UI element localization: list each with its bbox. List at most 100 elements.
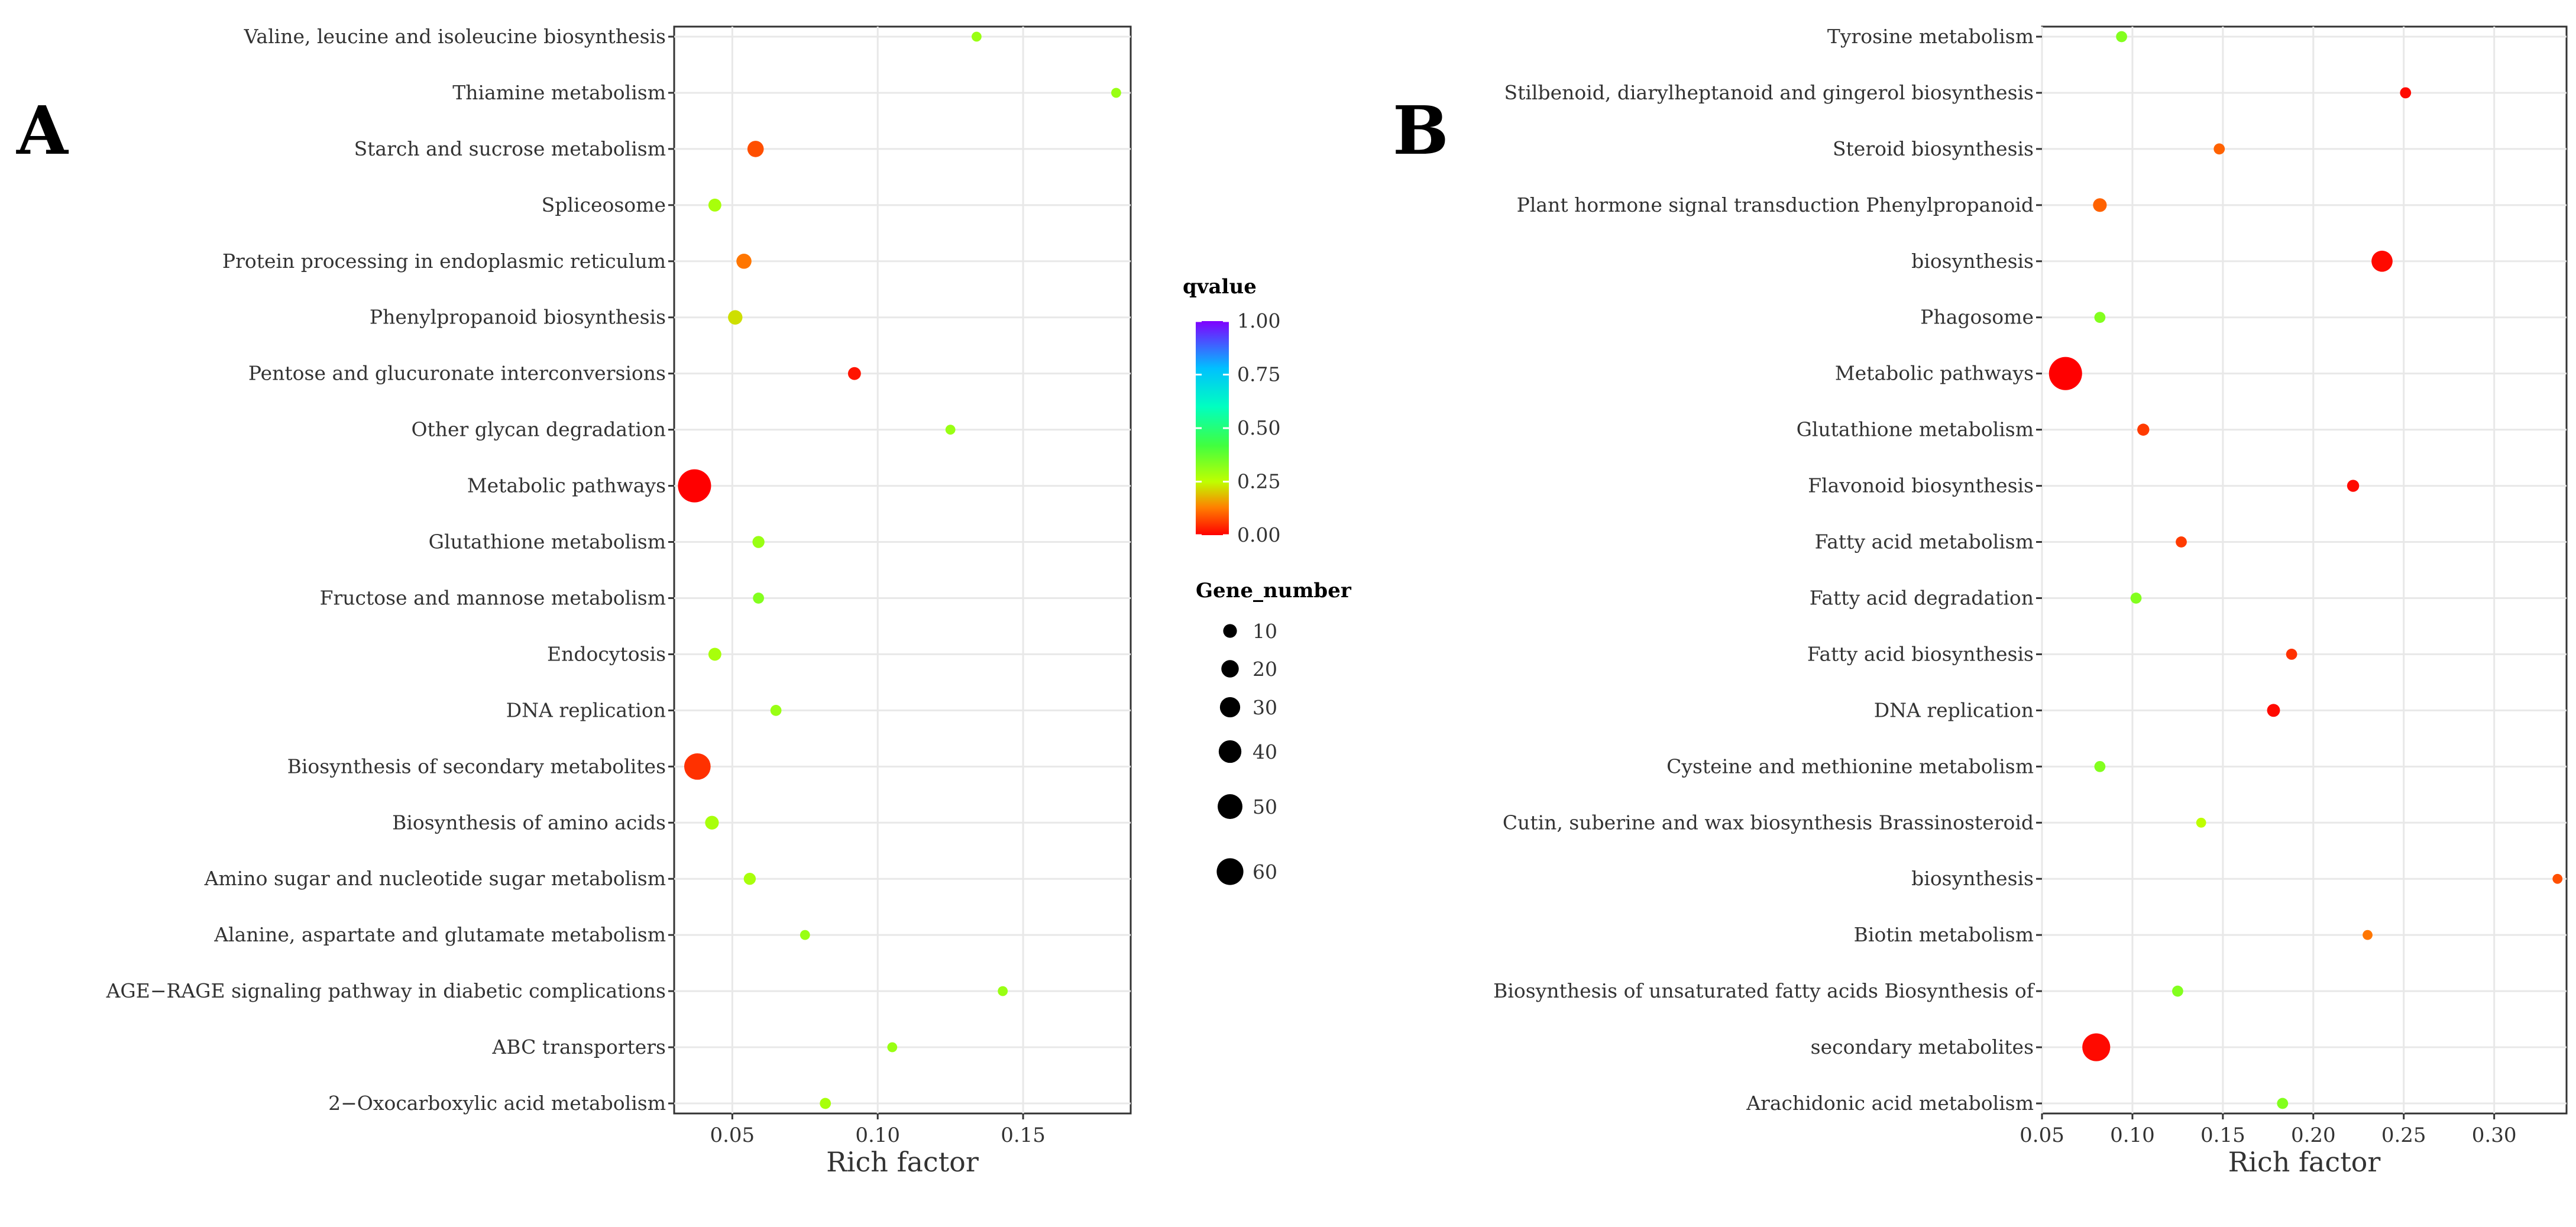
y-tick-label-starch-and-sucrose-metabolism: Starch and sucrose metabolism: [354, 137, 666, 160]
y-tick-label-secondary-metabolites: secondary metabolites: [1811, 1035, 2034, 1058]
x-axis-label: Rich factor: [826, 1146, 979, 1178]
y-tick-label-phenylpropanoid-biosynthesis: Phenylpropanoid biosynthesis: [370, 306, 666, 329]
x-tick-label: 0.10: [2110, 1124, 2155, 1147]
data-point-metabolic-pathways: [678, 469, 711, 503]
y-tick-label-2-oxocarboxylic-acid-metabolism: 2−Oxocarboxylic acid metabolism: [328, 1092, 666, 1115]
qvalue-tick-label: 0.25: [1237, 470, 1280, 493]
gene-size-label: 40: [1253, 740, 1277, 763]
y-tick-label-age-rage-signaling-pathway-in-diabetic-complications: AGE−RAGE signaling pathway in diabetic c…: [106, 979, 666, 1002]
panel-a: A 0.05 0.10 0.15 Rich factor Valine, leucine …: [16, 25, 1132, 1178]
data-point-2-oxocarboxylic-acid-metabolism: [820, 1097, 831, 1109]
gene-size-key-60: [1216, 858, 1244, 885]
x-tick-label: 0.15: [2200, 1124, 2245, 1147]
data-point-spliceosome: [708, 198, 721, 212]
data-point-dna-replication: [770, 704, 782, 716]
gene-size-label: 10: [1253, 620, 1277, 643]
gene-size-label: 20: [1253, 658, 1277, 681]
data-point-biosynthesis-of-unsaturated-fatty-acids-biosynthesis-of: [2172, 985, 2183, 997]
data-point-thiamine-metabolism: [1111, 88, 1121, 98]
y-tick-label-flavonoid-biosynthesis: Flavonoid biosynthesis: [1808, 474, 2034, 497]
x-tick-label: 0.05: [710, 1124, 755, 1147]
x-tick-label: 0.20: [2291, 1124, 2336, 1147]
y-tick-label-fructose-and-mannose-metabolism: Fructose and mannose metabolism: [320, 586, 666, 609]
y-tick-label-biotin-metabolism: Biotin metabolism: [1854, 923, 2034, 946]
plot-frame: [2041, 25, 2568, 1115]
data-point-stilbenoid-diarylheptanoid-and-gingerol-biosynthesis: [2400, 87, 2412, 99]
data-point-phagosome: [2094, 312, 2106, 323]
data-point-metabolic-pathways: [2048, 357, 2082, 390]
data-point-fatty-acid-metabolism: [2176, 536, 2187, 548]
legend: qvalue 1.00 0.75 0.50 0.25 0.00 Gene_number 10 2…: [1183, 275, 1352, 885]
data-point-fatty-acid-degradation: [2130, 593, 2142, 604]
y-tick-label-fatty-acid-metabolism: Fatty acid metabolism: [1815, 530, 2034, 553]
data-point-protein-processing-in-endoplasmic-reticulum: [736, 254, 752, 269]
y-tick-label-amino-sugar-and-nucleotide-sugar-metabolism: Amino sugar and nucleotide sugar metabol…: [204, 867, 666, 890]
x-axis-label: Rich factor: [2228, 1146, 2381, 1178]
panel-letter-a: A: [16, 92, 69, 170]
y-tick-label-cysteine-and-methionine-metabolism: Cysteine and methionine metabolism: [1666, 755, 2034, 778]
y-tick-label-alanine-aspartate-and-glutamate-metabolism: Alanine, aspartate and glutamate metabol…: [213, 923, 666, 946]
y-tick-label-biosynthesis: biosynthesis: [1911, 867, 2034, 890]
x-tick-label: 0.15: [1001, 1124, 1046, 1147]
data-point-pentose-and-glucuronate-interconversions: [847, 367, 861, 380]
y-tick-label-spliceosome: Spliceosome: [542, 193, 666, 216]
y-tick-label-glutathione-metabolism: Glutathione metabolism: [429, 530, 666, 553]
y-tick-label-fatty-acid-biosynthesis: Fatty acid biosynthesis: [1807, 642, 2034, 665]
data-point-arachidonic-acid-metabolism: [2277, 1097, 2289, 1109]
y-tick-label-dna-replication: DNA replication: [506, 698, 666, 721]
data-point-biosynthesis: [2552, 873, 2563, 884]
gene-size-key-30: [1219, 697, 1241, 718]
data-point-glutathione-metabolism: [2137, 423, 2150, 436]
qvalue-tick-label: 1.00: [1237, 309, 1280, 332]
data-point-cutin-suberine-and-wax-biosynthesis-brassinosteroid: [2196, 817, 2206, 828]
data-point-cysteine-and-methionine-metabolism: [2094, 760, 2106, 772]
x-tick-label: 0.25: [2381, 1124, 2426, 1147]
qvalue-tick-label: 0.00: [1237, 523, 1280, 546]
y-tick-label-plant-hormone-signal-transduction-phenylpropanoid: Plant hormone signal transduction Phenyl…: [1517, 193, 2034, 216]
y-tick-label-valine-leucine-and-isoleucine-biosynthesis: Valine, leucine and isoleucine biosynthe…: [244, 25, 666, 48]
gene-size-key-40: [1218, 740, 1242, 763]
plot-frame: [673, 25, 1132, 1115]
data-point-plant-hormone-signal-transduction-phenylpropanoid: [2093, 198, 2107, 212]
data-point-valine-leucine-and-isoleucine-biosynthesis: [972, 31, 982, 42]
gene-size-label: 30: [1253, 696, 1277, 719]
data-point-endocytosis: [708, 648, 721, 661]
y-tick-label-other-glycan-degradation: Other glycan degradation: [411, 418, 666, 441]
y-tick-label-steroid-biosynthesis: Steroid biosynthesis: [1833, 137, 2034, 160]
y-tick-label-protein-processing-in-endoplasmic-reticulum: Protein processing in endoplasmic reticu…: [222, 250, 666, 273]
data-point-secondary-metabolites: [2082, 1033, 2111, 1061]
x-tick-label: 0.30: [2472, 1124, 2517, 1147]
panel-letter-b: B: [1393, 92, 1449, 170]
y-tick-label-metabolic-pathways: Metabolic pathways: [1835, 362, 2034, 385]
y-tick-label-pentose-and-glucuronate-interconversions: Pentose and glucuronate interconversions: [248, 362, 666, 385]
data-point-fatty-acid-biosynthesis: [2286, 649, 2297, 660]
y-tick-label-biosynthesis: biosynthesis: [1911, 250, 2034, 273]
y-tick-label-cutin-suberine-and-wax-biosynthesis-brassinosteroid: Cutin, suberine and wax biosynthesis Bra…: [1503, 811, 2034, 834]
gene-size-label: 60: [1253, 860, 1277, 883]
data-point-abc-transporters: [887, 1042, 898, 1053]
data-point-steroid-biosynthesis: [2213, 143, 2225, 155]
qvalue-tick-label: 0.75: [1237, 363, 1280, 386]
data-point-alanine-aspartate-and-glutamate-metabolism: [800, 930, 810, 940]
y-tick-label-abc-transporters: ABC transporters: [491, 1035, 666, 1058]
x-tick-label: 0.10: [855, 1124, 900, 1147]
y-tick-label-biosynthesis-of-unsaturated-fatty-acids-biosynthesis-of: Biosynthesis of unsaturated fatty acids …: [1493, 979, 2035, 1002]
y-tick-label-metabolic-pathways: Metabolic pathways: [467, 474, 666, 497]
x-tick-label: 0.05: [2020, 1124, 2064, 1147]
gene-size-key-20: [1221, 660, 1239, 678]
data-point-age-rage-signaling-pathway-in-diabetic-complications: [998, 986, 1008, 996]
y-tick-label-tyrosine-metabolism: Tyrosine metabolism: [1827, 25, 2034, 48]
gene-number-legend-title: Gene_number: [1196, 579, 1352, 603]
qvalue-tick-label: 0.50: [1237, 416, 1280, 439]
data-point-phenylpropanoid-biosynthesis: [728, 310, 743, 325]
gene-size-key-50: [1218, 794, 1242, 819]
y-tick-label-biosynthesis-of-secondary-metabolites: Biosynthesis of secondary metabolites: [287, 755, 666, 778]
data-point-flavonoid-biosynthesis: [2347, 480, 2360, 492]
qvalue-legend-title: qvalue: [1183, 275, 1257, 299]
panel-b: B 0.05 0.10 0.15 0.20 0.25 0.30 Rich factor Tyro…: [1393, 25, 2568, 1178]
y-tick-label-arachidonic-acid-metabolism: Arachidonic acid metabolism: [1746, 1092, 2034, 1115]
y-tick-label-fatty-acid-degradation: Fatty acid degradation: [1810, 586, 2034, 609]
y-tick-label-dna-replication: DNA replication: [1874, 698, 2034, 721]
data-point-fructose-and-mannose-metabolism: [753, 593, 764, 604]
